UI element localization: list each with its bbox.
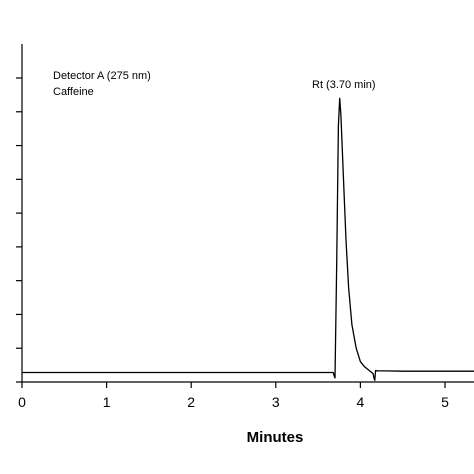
x-tick-label: 5 [441,394,449,410]
x-tick-label: 2 [187,394,195,410]
peak-retention-label: Rt (3.70 min) [312,79,376,91]
x-tick-label: 1 [103,394,111,410]
x-tick-label: 0 [18,394,26,410]
caffeine-trace [22,97,474,381]
x-tick-label: 3 [272,394,280,410]
compound-annotation: Caffeine [53,86,94,98]
x-axis-title: Minutes [247,429,304,446]
x-axis-ticks: 0 1 2 3 4 5 [18,382,449,410]
y-axis-ticks [16,77,22,383]
detector-annotation: Detector A (275 nm) [53,70,151,82]
x-tick-label: 4 [357,394,365,410]
